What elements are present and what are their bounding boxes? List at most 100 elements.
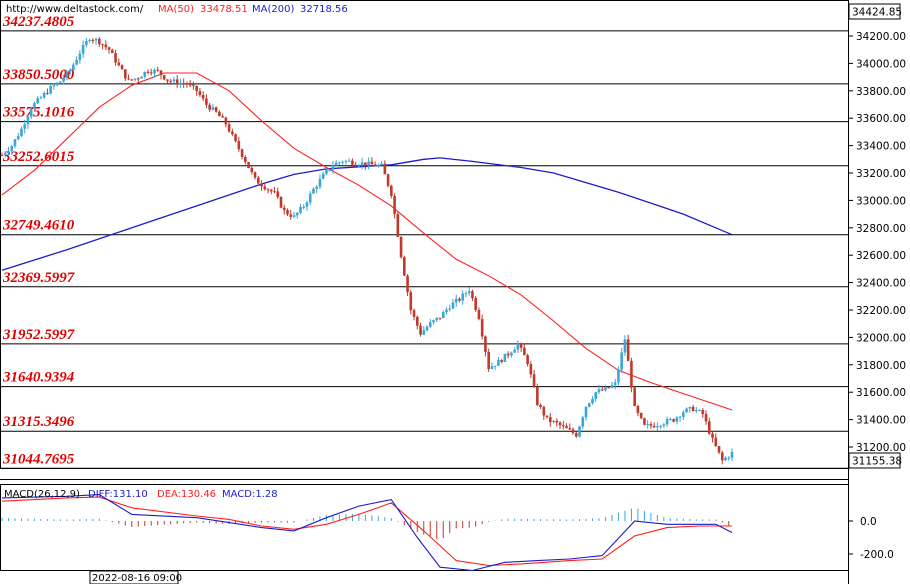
candle — [78, 50, 82, 64]
top-price-box — [848, 3, 901, 20]
candle-body — [247, 162, 250, 168]
candle — [276, 187, 280, 200]
candle-body — [458, 298, 461, 301]
candle — [338, 161, 341, 166]
candle — [49, 83, 52, 95]
candle — [594, 391, 598, 402]
candle-body — [68, 70, 72, 72]
candle-body — [542, 407, 546, 416]
candle — [59, 81, 62, 83]
candle — [675, 416, 679, 425]
candle — [412, 308, 416, 321]
candle — [574, 431, 578, 438]
candle-body — [276, 191, 280, 198]
ma200-line — [1, 157, 733, 271]
candle-body — [140, 76, 143, 79]
candle-body — [552, 420, 555, 422]
candle — [240, 148, 244, 160]
candle — [513, 347, 516, 353]
candle-body — [380, 163, 383, 165]
candle-body — [334, 162, 338, 166]
candle — [377, 163, 380, 168]
candle — [711, 430, 714, 443]
candle-body — [39, 97, 43, 99]
candle — [701, 408, 705, 418]
candle-body — [428, 322, 432, 327]
dea-line — [1, 496, 732, 567]
candle — [143, 71, 147, 79]
candle-body — [503, 353, 507, 362]
candle-body — [639, 413, 643, 419]
candle-body — [295, 212, 299, 216]
candle — [23, 119, 27, 134]
candle — [331, 160, 335, 174]
candle-body — [81, 44, 85, 54]
candle-body — [471, 291, 474, 299]
candle-body — [500, 360, 503, 362]
candle-body — [338, 162, 341, 164]
candle — [578, 425, 581, 438]
candle-body — [370, 161, 374, 165]
candle-body — [464, 293, 468, 295]
level-label-6: 31952.5997 — [2, 327, 75, 343]
candle — [529, 361, 533, 379]
candle-body — [510, 352, 513, 356]
candle — [205, 94, 208, 109]
candle — [104, 40, 108, 51]
level-label-8: 31315.3496 — [2, 414, 75, 430]
candle — [351, 158, 354, 167]
candle — [519, 342, 523, 352]
candle-body — [600, 389, 604, 391]
candle-body — [282, 207, 286, 211]
candle — [565, 423, 568, 429]
candle-body — [591, 398, 594, 404]
candle — [536, 383, 539, 407]
candle-body — [205, 98, 208, 105]
candle — [299, 204, 302, 215]
candle — [490, 362, 494, 370]
candle — [428, 318, 432, 328]
candle-body — [536, 386, 539, 405]
candle-body — [198, 91, 202, 96]
ma200-value: 32718.56 — [300, 4, 348, 15]
candle-body — [312, 188, 315, 194]
candle — [555, 418, 559, 427]
candle-body — [214, 107, 218, 112]
candle — [62, 74, 65, 85]
candle-body — [730, 452, 734, 458]
candle-body — [325, 169, 328, 174]
candle — [626, 334, 630, 361]
candle — [55, 82, 59, 87]
candle-body — [454, 298, 458, 303]
candle — [318, 174, 322, 189]
y-tick-label-12: 31800.00 — [856, 360, 906, 372]
candle-body — [130, 79, 134, 81]
candle-body — [364, 162, 367, 166]
candle-body — [201, 95, 205, 99]
top-price-text: 34424.85 — [852, 7, 902, 19]
candle-body — [526, 355, 529, 365]
candle-body — [185, 83, 189, 85]
candle — [111, 48, 114, 54]
candle — [691, 404, 695, 412]
candle — [688, 406, 692, 413]
candle — [120, 64, 124, 70]
candle — [201, 91, 205, 101]
candle-body — [707, 421, 711, 434]
candle — [425, 324, 429, 332]
candle-body — [720, 452, 724, 461]
candle — [179, 78, 182, 88]
candle — [617, 366, 620, 386]
candle — [620, 348, 623, 374]
candle-body — [649, 424, 653, 426]
candle — [516, 340, 520, 354]
macd-panel-frame — [0, 484, 849, 571]
candle — [20, 126, 23, 137]
candle-body — [192, 84, 195, 86]
candle-body — [98, 38, 101, 45]
candle-body — [584, 406, 588, 418]
candle-body — [16, 136, 20, 140]
candle-body — [545, 415, 549, 418]
candle-body — [597, 389, 601, 393]
